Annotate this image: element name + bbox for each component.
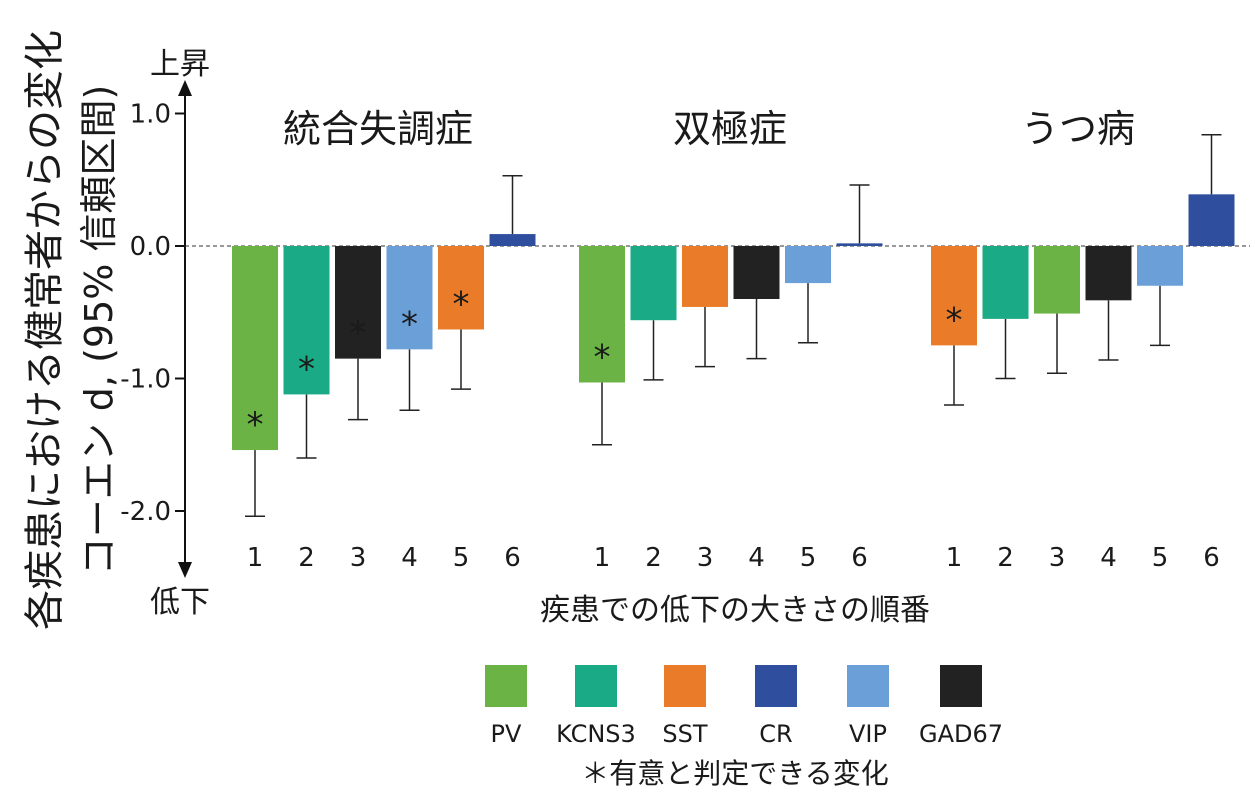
y-tick-label: 1.0 <box>130 100 171 130</box>
bar-group: 統合失調症 * 1 * 2 * 3 * 4 * 5 6 <box>232 107 536 573</box>
y-axis-title: 各疾患における健常者からの変化 コーエン d, (95% 信頼区間) <box>22 30 121 630</box>
legend-swatch-kcns3 <box>575 665 617 707</box>
legend-label: KCNS3 <box>556 720 636 748</box>
x-tick-label: 5 <box>1152 543 1169 573</box>
legend-label: PV <box>491 720 522 748</box>
legend-swatch-gad67 <box>940 665 982 707</box>
bar-gad67 <box>1085 246 1132 301</box>
bar-kcns3 <box>630 246 677 321</box>
x-tick-label: 6 <box>504 543 521 573</box>
group-title: 統合失調症 <box>283 107 473 151</box>
significance-star: * <box>247 405 264 445</box>
legend-label: VIP <box>849 720 887 748</box>
group-title: うつ病 <box>1021 107 1135 151</box>
x-tick-label: 3 <box>350 543 367 573</box>
bar-group: 双極症 * 1 2 3 4 5 6 <box>579 107 883 573</box>
x-tick-label: 4 <box>401 543 418 573</box>
legend-label: CR <box>759 720 792 748</box>
y-tick-label: 0.0 <box>130 232 171 262</box>
bar-pv <box>232 246 278 451</box>
arrow-down-label: 低下 <box>150 585 210 620</box>
x-tick-label: 5 <box>800 543 817 573</box>
bar-vip <box>1137 246 1183 286</box>
legend-swatch-sst <box>664 665 706 707</box>
significance-star: * <box>350 314 367 354</box>
x-tick-label: 4 <box>1100 543 1117 573</box>
y-axis-title-line1: 各疾患における健常者からの変化 <box>22 30 68 630</box>
x-tick-label: 1 <box>946 543 963 573</box>
bar-pv <box>579 246 625 383</box>
bar-cr <box>1188 194 1235 246</box>
bar-gad67 <box>335 246 381 359</box>
x-tick-label: 2 <box>997 543 1014 573</box>
arrow-up-label: 上昇 <box>150 47 210 82</box>
significance-star: * <box>298 349 315 389</box>
x-tick-label: 3 <box>1049 543 1066 573</box>
significance-star: * <box>594 337 611 377</box>
legend-swatch-cr <box>755 665 797 707</box>
legend: PV KCNS3 SST CR VIP GAD67 <box>485 665 1003 748</box>
x-axis-title: 疾患での低下の大きさの順番 <box>540 593 930 628</box>
significance-star: * <box>453 284 470 324</box>
bar-vip <box>785 246 831 284</box>
bar-kcns3 <box>283 246 330 395</box>
bar-groups: 統合失調症 * 1 * 2 * 3 * 4 * 5 6 双極症 * 1 2 3 4 5 6 うつ病 * 1 2 3 4 5 6 <box>232 107 1235 573</box>
bar-vip <box>386 246 433 350</box>
bar-sst <box>931 246 977 346</box>
y-tick-label: -2.0 <box>120 497 171 527</box>
x-tick-label: 5 <box>453 543 470 573</box>
y-axis: 1.0 0.0 -1.0 -2.0 <box>120 80 192 578</box>
x-tick-label: 2 <box>645 543 662 573</box>
significance-star: * <box>401 304 418 344</box>
x-tick-label: 6 <box>851 543 868 573</box>
y-tick-label: -1.0 <box>120 365 171 395</box>
bar-sst <box>438 246 484 330</box>
footnote: ＊有意と判定できる変化 <box>581 757 888 789</box>
legend-swatch-pv <box>485 665 527 707</box>
bar-sst <box>682 246 728 307</box>
x-tick-label: 1 <box>594 543 611 573</box>
bar-cr <box>836 243 883 246</box>
legend-label: GAD67 <box>919 720 1003 748</box>
x-tick-label: 3 <box>697 543 714 573</box>
x-tick-label: 6 <box>1203 543 1220 573</box>
arrow-up-head <box>178 80 192 96</box>
x-tick-label: 4 <box>748 543 765 573</box>
group-title: 双極症 <box>673 107 787 151</box>
x-tick-label: 2 <box>298 543 315 573</box>
significance-star: * <box>946 300 963 340</box>
legend-swatch-vip <box>847 665 889 707</box>
bar-group: うつ病 * 1 2 3 4 5 6 <box>931 107 1235 573</box>
bar-cr <box>489 234 536 246</box>
bar-gad67 <box>733 246 780 299</box>
arrow-down-head <box>178 562 192 578</box>
x-tick-label: 1 <box>247 543 264 573</box>
bar-kcns3 <box>982 246 1029 319</box>
bar-pv <box>1034 246 1080 314</box>
legend-label: SST <box>662 720 707 748</box>
y-axis-title-line2: コーエン d, (95% 信頼区間) <box>77 85 121 576</box>
